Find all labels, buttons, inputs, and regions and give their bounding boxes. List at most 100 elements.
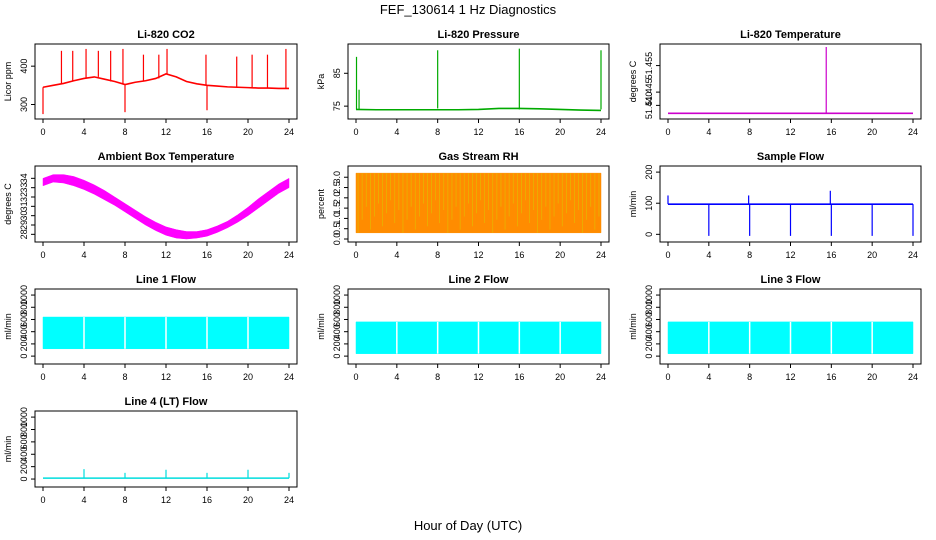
- y-tick-label: 800: [19, 422, 29, 437]
- y-tick-label: 33: [19, 183, 29, 193]
- x-tick-label: 0: [40, 372, 45, 382]
- x-tick-label: 8: [435, 372, 440, 382]
- plot-frame: [34, 43, 298, 120]
- y-axis-label: ml/min: [628, 313, 638, 340]
- y-tick-label: 0.0: [332, 233, 342, 246]
- y-tick-label: 1000: [644, 285, 654, 305]
- y-tick-label: 0: [19, 354, 29, 359]
- x-tick-label: 4: [706, 250, 711, 260]
- x-tick-label: 12: [161, 495, 171, 505]
- x-tick-label: 16: [514, 127, 524, 137]
- x-tick-label: 24: [908, 127, 918, 137]
- x-tick-label: 20: [243, 495, 253, 505]
- x-tick-label: 0: [353, 372, 358, 382]
- y-tick-label: 0: [644, 354, 654, 359]
- y-tick-label: 30: [19, 211, 29, 221]
- y-tick-label: 200: [19, 336, 29, 351]
- data-line: [355, 107, 602, 112]
- x-tick-label: 20: [867, 372, 877, 382]
- x-tick-label: 0: [353, 250, 358, 260]
- x-tick-label: 4: [394, 372, 399, 382]
- x-tick-label: 12: [161, 250, 171, 260]
- x-tick-label: 20: [243, 127, 253, 137]
- x-tick-label: 24: [908, 372, 918, 382]
- panel-title: Ambient Box Temperature: [98, 151, 235, 163]
- y-tick-label: 200: [644, 165, 654, 180]
- x-tick-label: 24: [284, 127, 294, 137]
- data-band: [42, 174, 290, 240]
- y-tick-label: 400: [19, 447, 29, 462]
- y-tick-label: 600: [332, 312, 342, 327]
- y-tick-label: 0: [644, 232, 654, 237]
- y-tick-label: 28: [19, 229, 29, 239]
- panel-title: Li-820 Temperature: [740, 29, 841, 41]
- y-tick-label: 800: [332, 300, 342, 315]
- panel-8: Line 2 Flow ml/min 0 4 8 12 16 20 24 0 20040060080…: [316, 274, 610, 382]
- panel-7: Line 1 Flow ml/min 0 4 8 12 16 20 24 0 20040060080…: [3, 274, 298, 382]
- y-tick-label: 400: [19, 59, 29, 74]
- y-tick-label: 0: [332, 354, 342, 359]
- y-tick-label: 75: [332, 101, 342, 111]
- panel-9: Line 3 Flow ml/min 0 4 8 12 16 20 24 0 20040060080…: [628, 274, 922, 382]
- panel-5: Gas Stream RH percent 0 4 8 12 16 20 24 0.00.51.0…: [316, 151, 610, 260]
- x-tick-label: 24: [596, 250, 606, 260]
- x-tick-label: 8: [435, 127, 440, 137]
- y-tick-label: 1.5: [332, 202, 342, 215]
- x-tick-label: 20: [555, 250, 565, 260]
- x-tick-label: 20: [867, 127, 877, 137]
- y-tick-label: 400: [644, 324, 654, 339]
- x-tick-label: 0: [40, 250, 45, 260]
- x-tick-label: 8: [747, 250, 752, 260]
- y-tick-label: 800: [19, 300, 29, 315]
- x-tick-label: 4: [81, 127, 86, 137]
- y-tick-label: 34: [19, 173, 29, 183]
- x-tick-label: 0: [353, 127, 358, 137]
- plot-frame: [347, 43, 610, 120]
- y-tick-label: 51.455: [644, 52, 654, 80]
- panel-10: Line 4 (LT) Flow ml/min 0 4 8 12 16 20 24 0 200400…: [3, 396, 298, 505]
- panel-title: Line 3 Flow: [761, 274, 821, 286]
- x-tick-label: 12: [473, 250, 483, 260]
- y-tick-label: 1.0: [332, 212, 342, 225]
- y-axis-label: ml/min: [3, 313, 13, 340]
- panel-4: Ambient Box Temperature degrees C 0 4 8 12 16 2…: [3, 151, 298, 260]
- y-axis-label: ml/min: [628, 191, 638, 218]
- x-tick-label: 8: [747, 372, 752, 382]
- y-tick-label: 600: [19, 434, 29, 449]
- panel-title: Line 4 (LT) Flow: [125, 396, 208, 408]
- y-tick-label: 2.0: [332, 192, 342, 205]
- y-tick-label: 800: [644, 300, 654, 315]
- x-tick-label: 12: [473, 372, 483, 382]
- y-tick-label: 200: [332, 336, 342, 351]
- x-tick-label: 8: [122, 372, 127, 382]
- y-tick-label: 400: [19, 324, 29, 339]
- panel-title: Gas Stream RH: [438, 151, 518, 163]
- x-tick-label: 12: [785, 127, 795, 137]
- figure-title: FEF_130614 1 Hz Diagnostics: [379, 2, 557, 17]
- data-band: [355, 172, 602, 234]
- y-tick-label: 600: [644, 312, 654, 327]
- x-tick-label: 4: [81, 372, 86, 382]
- y-tick-label: 1000: [19, 407, 29, 427]
- panel-3: Li-820 Temperature degrees C 0 4 8 12 16 20 24 51…: [628, 29, 922, 137]
- x-tick-label: 4: [81, 250, 86, 260]
- panel-title: Li-820 CO2: [137, 29, 194, 41]
- y-axis-label: percent: [316, 188, 326, 219]
- x-tick-label: 24: [908, 250, 918, 260]
- panel-6: Sample Flow ml/min 0 4 8 12 16 20 24 0 100 200: [628, 151, 922, 260]
- x-tick-label: 4: [706, 372, 711, 382]
- data-line: [42, 72, 289, 90]
- y-tick-label: 32: [19, 192, 29, 202]
- x-tick-label: 4: [706, 127, 711, 137]
- y-tick-label: 1000: [332, 285, 342, 305]
- y-tick-label: 100: [644, 196, 654, 211]
- y-axis-label: kPa: [316, 74, 326, 90]
- y-tick-label: 3.0: [332, 171, 342, 184]
- x-tick-label: 0: [40, 495, 45, 505]
- plot-frame: [659, 43, 922, 120]
- x-tick-label: 16: [514, 372, 524, 382]
- x-tick-label: 8: [747, 127, 752, 137]
- y-tick-label: 29: [19, 220, 29, 230]
- x-tick-label: 16: [202, 495, 212, 505]
- y-tick-label: 51.445: [644, 78, 654, 106]
